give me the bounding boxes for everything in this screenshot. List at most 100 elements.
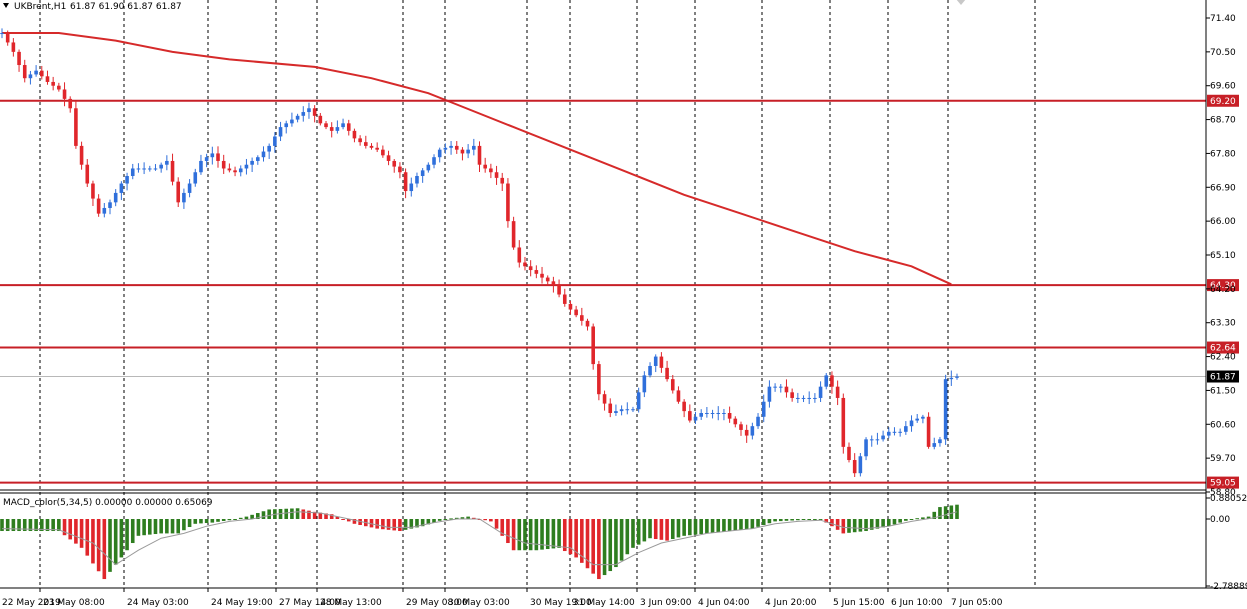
macd-bar (415, 519, 419, 528)
macd-bar (739, 519, 743, 530)
macd-bar (153, 519, 158, 535)
macd-bar (915, 518, 920, 520)
candle-body (653, 356, 658, 366)
candle-body (91, 183, 95, 199)
macd-bar (284, 508, 289, 519)
level-tag (1207, 341, 1239, 354)
macd-y-tick-label: 0.00 (1210, 515, 1230, 525)
candle-body (801, 397, 806, 399)
macd-bar (506, 519, 510, 544)
candle-body (517, 247, 522, 263)
macd-bar (170, 519, 175, 534)
candle-body (597, 364, 601, 395)
level-tag (1207, 94, 1239, 107)
candle-body (233, 170, 237, 173)
macd-bar (614, 519, 618, 568)
candle-body (415, 176, 419, 184)
y-tick-label: 61.50 (1210, 386, 1236, 396)
macd-bar (409, 519, 414, 529)
macd-bar (597, 519, 601, 580)
candle-body (28, 74, 33, 79)
macd-bar (557, 519, 561, 548)
candle-body (454, 145, 459, 150)
macd-bar (631, 519, 635, 548)
macd-bar (830, 519, 834, 527)
candle-body (165, 160, 169, 165)
macd-bar (813, 519, 817, 520)
macd-bar (420, 519, 425, 527)
candle-body (932, 443, 937, 447)
macd-bar (625, 519, 630, 555)
x-tick-label: 4 Jun 20:00 (765, 598, 817, 608)
macd-bar (756, 519, 760, 527)
candle-body (591, 326, 595, 365)
macd-bar (256, 513, 260, 519)
x-tick-label: 29 May 08:00 (406, 598, 468, 608)
candle-body (642, 375, 647, 393)
macd-bar (869, 519, 874, 530)
macd-bar (705, 519, 709, 534)
macd-bar (199, 519, 203, 524)
candle-body (267, 145, 271, 152)
macd-bar (733, 519, 738, 531)
macd-bar (381, 519, 385, 530)
candle-body (921, 416, 925, 419)
macd-bar (648, 519, 652, 539)
candle-body (614, 411, 618, 413)
candle-body (756, 416, 760, 427)
candle-body (710, 413, 715, 414)
candle-body (460, 149, 465, 154)
macd-bar (818, 519, 823, 520)
candle-body (750, 426, 755, 436)
candle-body (608, 403, 613, 413)
candle-body (534, 270, 539, 274)
collapse-triangle-icon[interactable] (3, 3, 9, 8)
candle-body (898, 431, 902, 433)
macd-bar (909, 519, 914, 520)
candle-body (705, 413, 709, 414)
macd-bar (91, 519, 95, 564)
candle-body (767, 386, 772, 402)
macd-bar (0, 519, 4, 532)
candle-body (574, 309, 578, 316)
macd-bar (449, 518, 453, 520)
macd-bar (432, 519, 436, 523)
macd-bar (545, 519, 550, 550)
candle-body (426, 164, 431, 171)
macd-bar (500, 519, 505, 536)
candle-body (699, 413, 703, 417)
candle-body (216, 153, 220, 161)
candle-body (375, 147, 379, 150)
candle-body (557, 285, 561, 295)
macd-bar (824, 519, 829, 523)
candle-body (79, 145, 84, 165)
macd-bar (335, 516, 340, 519)
y-tick-label: 58.80 (1210, 488, 1236, 498)
candle-body (739, 424, 743, 430)
macd-bar (585, 519, 590, 569)
x-tick-label: 24 May 03:00 (127, 598, 189, 608)
scroll-marker-icon[interactable] (956, 0, 966, 5)
candle-body (540, 273, 544, 278)
x-tick-label: 23 May 08:00 (43, 598, 105, 608)
candle-body (528, 266, 533, 271)
macd-bar (34, 519, 38, 532)
macd-bar (165, 519, 169, 534)
candle-body (420, 170, 425, 176)
candle-body (807, 397, 812, 399)
y-tick-label: 63.30 (1210, 319, 1236, 329)
macd-bar (523, 519, 527, 551)
candle-body (858, 456, 863, 474)
macd-bar (693, 519, 698, 535)
macd-bar (130, 519, 135, 544)
y-tick-label: 66.90 (1210, 183, 1236, 193)
macd-bar (574, 519, 578, 558)
candle-body (796, 397, 800, 399)
horizontal-levels[interactable]: 69.20 64.30 62.64 59.05 61.87 (0, 94, 1239, 489)
candle-body (221, 160, 226, 169)
macd-bar (904, 519, 908, 521)
macd-bar (187, 519, 192, 528)
macd-bar (403, 519, 408, 530)
